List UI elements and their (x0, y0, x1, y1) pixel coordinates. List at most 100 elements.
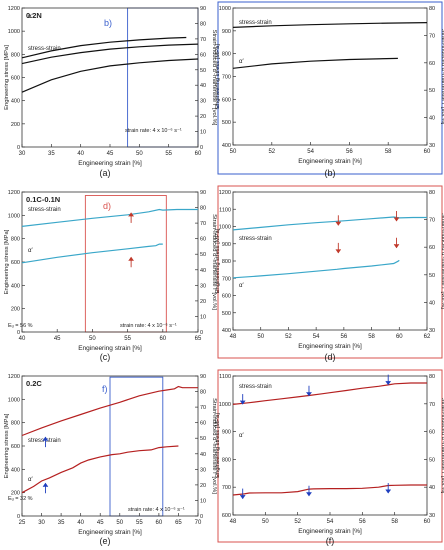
x-axis-label: Engineering strain [%] (298, 158, 362, 165)
y-tick-label: 900 (222, 242, 231, 248)
x-tick-label: 60 (424, 519, 431, 525)
y-tick-label: 800 (222, 259, 231, 265)
y-axis-label: Engineering stress [MPa] (215, 228, 221, 293)
series-line (232, 22, 428, 28)
y2-tick-label: 0 (200, 145, 203, 151)
y-tick-label: 600 (11, 76, 20, 82)
x-tick-label: 25 (19, 520, 26, 526)
marker-arrow-head (306, 492, 312, 497)
series-line (21, 43, 199, 65)
marker-arrow-head (239, 400, 246, 405)
y-tick-label: 800 (222, 457, 231, 463)
y-tick-label: 1000 (219, 402, 231, 408)
y2-tick-label: 20 (200, 114, 206, 120)
x-tick-label: 48 (230, 519, 237, 525)
panel-label: (d) (325, 352, 336, 362)
y-tick-label: 400 (11, 99, 20, 105)
panel-c: 40 45 50 55 60 650200400600800100012000102030… (4, 190, 217, 362)
plot-frame (21, 7, 199, 148)
series-label: α′ (239, 59, 244, 65)
y-tick-label: 200 (11, 491, 20, 497)
x-tick-label: 60 (195, 151, 202, 157)
y2-tick-label: 80 (429, 6, 435, 12)
y-tick-label: 500 (222, 311, 231, 317)
chart-annotation: strain rate: 4 x 10⁻⁶ s⁻¹ (128, 506, 185, 513)
y2-tick-label: 60 (200, 421, 206, 427)
panel-frame (217, 185, 443, 359)
y-axis-label: Engineering stress [MPa] (215, 44, 221, 109)
y2-tick-label: 50 (200, 252, 206, 258)
marker-arrow-head (128, 256, 134, 261)
y2-tick-label: 20 (200, 483, 206, 489)
series-label: stress-strain (239, 384, 272, 390)
y-tick-label: 400 (11, 467, 20, 473)
series-line (232, 484, 427, 496)
x-tick-label: 48 (230, 334, 237, 340)
y-tick-label: 1000 (219, 6, 231, 12)
y2-tick-label: 70 (429, 33, 435, 39)
x-tick-label: 60 (424, 149, 431, 155)
y-axis-label: Engineering stress [MPa] (215, 413, 221, 478)
marker-arrow-head (239, 494, 246, 500)
y-tick-label: 200 (11, 122, 20, 128)
x-tick-label: 65 (175, 520, 182, 526)
y2-tick-label: 90 (200, 374, 206, 380)
x-tick-label: 50 (262, 519, 269, 525)
marker-arrow-head (385, 489, 391, 494)
y2-tick-label: 10 (200, 314, 206, 320)
x-tick-label: 30 (38, 520, 45, 526)
y-tick-label: 600 (222, 513, 231, 519)
x-tick-label: 54 (327, 519, 334, 525)
series-label: α′ (28, 14, 33, 20)
chart-annotation: d) (103, 201, 111, 211)
chart-annotation: f) (102, 384, 108, 394)
x-tick-label: 35 (58, 520, 65, 526)
x-tick-label: 55 (165, 151, 172, 157)
y2-tick-label: 60 (200, 237, 206, 243)
y2-tick-label: 30 (200, 283, 206, 289)
marker-arrow-head (128, 212, 134, 217)
y2-axis-label: Strain-induced α′-martensite f′ [vol.%] (440, 29, 444, 125)
y2-tick-label: 90 (200, 6, 206, 12)
x-tick-label: 40 (19, 336, 26, 342)
series-label: α′ (28, 477, 33, 483)
x-tick-label: 35 (48, 151, 55, 157)
series-line (21, 58, 199, 93)
x-axis-label: Engineering strain [%] (78, 160, 142, 167)
series-label: stress-strain (28, 46, 61, 52)
zoom-box (109, 376, 164, 517)
chart-title: 0.1C-0.1N (26, 195, 60, 204)
chart-title: 0.2C (26, 379, 42, 388)
y-tick-label: 500 (222, 120, 231, 126)
panel-frame (217, 369, 443, 543)
series-label: stress-strain (239, 236, 272, 242)
x-tick-label: 30 (19, 151, 26, 157)
panel-frame (217, 1, 443, 175)
x-tick-label: 65 (195, 336, 202, 342)
y2-tick-label: 10 (200, 498, 206, 504)
series-label: α′ (239, 433, 244, 439)
y2-tick-label: 30 (429, 143, 435, 149)
plot-frame (232, 7, 428, 146)
y2-tick-label: 0 (200, 514, 203, 520)
y2-tick-label: 90 (200, 190, 206, 196)
y-tick-label: 800 (11, 52, 20, 58)
panel-a: 30 35 40 45 50 55 6002004006008001000120001020… (4, 6, 217, 178)
y2-tick-label: 40 (429, 116, 435, 122)
x-tick-label: 52 (285, 334, 292, 340)
series-line (21, 243, 163, 264)
x-tick-label: 56 (346, 149, 353, 155)
y-tick-label: 900 (222, 430, 231, 436)
x-tick-label: 60 (156, 520, 163, 526)
y-tick-label: 900 (222, 29, 231, 35)
x-tick-label: 58 (385, 149, 392, 155)
marker-arrow-head (42, 482, 49, 487)
series-line (21, 445, 179, 494)
x-tick-label: 60 (396, 334, 403, 340)
y-tick-label: 1200 (8, 6, 20, 12)
y-axis-label: Engineering stress [MPa] (4, 45, 10, 110)
x-tick-label: 62 (424, 334, 431, 340)
x-axis-label: Engineering strain [%] (298, 528, 362, 535)
x-tick-label: 50 (257, 334, 264, 340)
